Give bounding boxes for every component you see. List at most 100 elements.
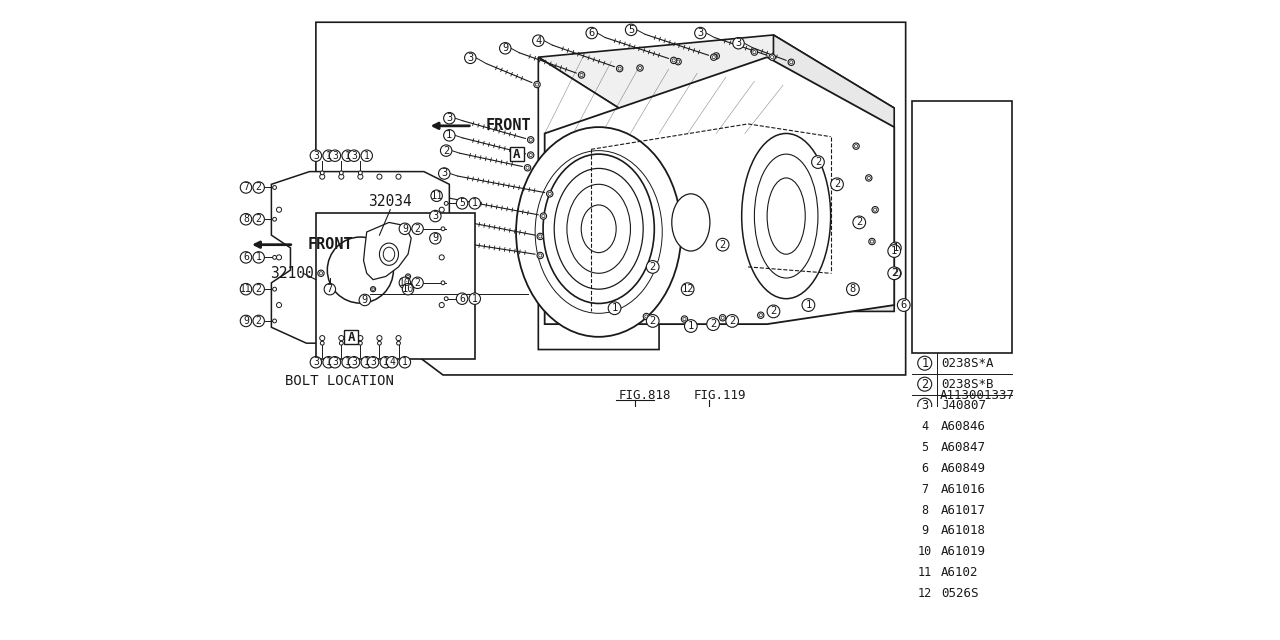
Text: A60846: A60846: [941, 420, 986, 433]
Text: FIG.818: FIG.818: [620, 388, 672, 402]
Circle shape: [431, 190, 443, 202]
Polygon shape: [364, 223, 411, 280]
Circle shape: [535, 83, 539, 86]
Circle shape: [618, 67, 621, 70]
Circle shape: [918, 398, 932, 412]
Bar: [913, 101, 1012, 353]
Circle shape: [872, 207, 878, 213]
Text: A60847: A60847: [941, 440, 986, 454]
Circle shape: [751, 49, 758, 55]
Circle shape: [617, 65, 623, 72]
Circle shape: [526, 166, 529, 170]
Ellipse shape: [672, 194, 710, 251]
Circle shape: [439, 303, 444, 308]
Text: 2: 2: [415, 224, 421, 234]
Circle shape: [399, 277, 411, 289]
Circle shape: [726, 315, 739, 327]
Circle shape: [370, 287, 375, 292]
Text: 1: 1: [256, 252, 261, 262]
Circle shape: [540, 213, 547, 220]
Text: A61017: A61017: [941, 504, 986, 516]
Circle shape: [675, 58, 681, 65]
Circle shape: [852, 216, 865, 228]
Circle shape: [541, 214, 545, 218]
Circle shape: [399, 223, 411, 234]
Circle shape: [918, 524, 932, 538]
Text: 3: 3: [447, 113, 452, 124]
Text: 1: 1: [472, 198, 477, 209]
Text: 1: 1: [364, 357, 370, 367]
Circle shape: [339, 171, 343, 175]
Text: 3: 3: [922, 399, 928, 412]
Circle shape: [358, 171, 362, 175]
Text: 12: 12: [918, 588, 932, 600]
Text: 2: 2: [649, 316, 655, 326]
Circle shape: [695, 28, 707, 39]
Text: 0526S: 0526S: [941, 588, 979, 600]
Circle shape: [358, 174, 364, 179]
Circle shape: [918, 482, 932, 496]
Text: 10: 10: [918, 545, 932, 559]
Text: A60849: A60849: [941, 461, 986, 475]
Text: 1: 1: [892, 243, 899, 253]
Text: 12: 12: [681, 284, 694, 294]
Text: FRONT: FRONT: [485, 118, 531, 133]
Text: 2: 2: [891, 268, 897, 278]
Text: 3: 3: [433, 211, 439, 221]
Text: 10: 10: [402, 284, 415, 294]
Circle shape: [273, 186, 276, 189]
Circle shape: [639, 67, 641, 70]
Circle shape: [539, 254, 541, 257]
Circle shape: [439, 255, 444, 260]
Text: 2: 2: [415, 278, 421, 288]
Text: 9: 9: [243, 316, 248, 326]
Circle shape: [442, 227, 445, 230]
Text: 2: 2: [730, 316, 735, 326]
Circle shape: [788, 59, 795, 65]
Text: 3: 3: [698, 28, 704, 38]
Text: 11: 11: [241, 284, 252, 294]
Circle shape: [672, 59, 676, 62]
Circle shape: [465, 52, 476, 63]
Text: 5: 5: [460, 198, 465, 209]
Text: 1: 1: [364, 150, 370, 161]
Circle shape: [645, 315, 648, 318]
Circle shape: [855, 145, 858, 148]
Circle shape: [339, 341, 343, 345]
Circle shape: [358, 341, 362, 345]
Circle shape: [273, 255, 276, 259]
Circle shape: [399, 356, 411, 368]
Circle shape: [719, 315, 726, 321]
Circle shape: [241, 252, 252, 263]
Circle shape: [707, 318, 719, 330]
Circle shape: [444, 113, 456, 124]
Circle shape: [586, 28, 598, 39]
Circle shape: [529, 154, 532, 157]
Text: 9: 9: [362, 295, 367, 305]
Circle shape: [457, 293, 467, 305]
Circle shape: [538, 252, 544, 259]
Circle shape: [367, 356, 379, 368]
Bar: [316, 213, 475, 359]
Polygon shape: [539, 57, 659, 349]
Ellipse shape: [554, 168, 643, 289]
Text: A113001337: A113001337: [940, 388, 1015, 402]
Text: 2: 2: [833, 179, 840, 189]
Circle shape: [371, 288, 374, 291]
Circle shape: [241, 316, 252, 326]
Ellipse shape: [379, 243, 398, 266]
Circle shape: [241, 284, 252, 295]
Circle shape: [870, 240, 873, 243]
Circle shape: [241, 182, 252, 193]
Circle shape: [329, 150, 340, 161]
Text: 2: 2: [256, 284, 261, 294]
Text: 3: 3: [370, 357, 376, 367]
Circle shape: [440, 145, 452, 156]
Circle shape: [402, 284, 413, 295]
Circle shape: [276, 255, 282, 260]
Circle shape: [468, 293, 480, 305]
Text: FIG.119: FIG.119: [694, 388, 746, 402]
Circle shape: [339, 174, 344, 179]
Circle shape: [387, 356, 398, 368]
Circle shape: [547, 191, 553, 197]
